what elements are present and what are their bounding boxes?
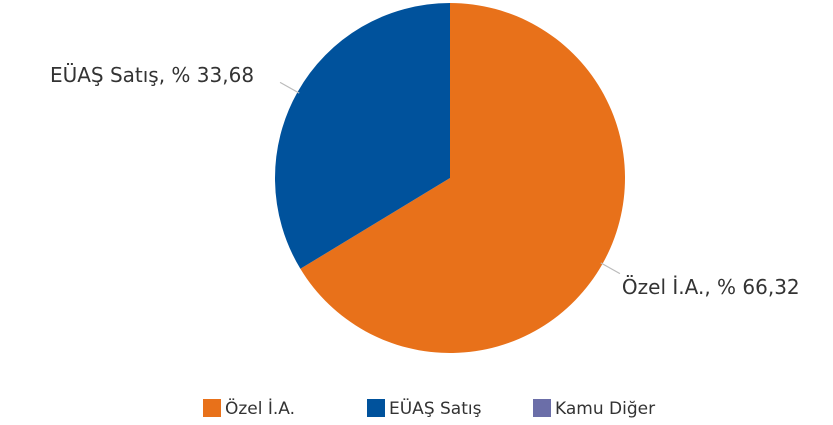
leader-line (600, 262, 621, 275)
legend-swatch (367, 399, 385, 417)
legend-label: Özel İ.A. (225, 397, 295, 419)
leader-line (279, 81, 300, 94)
pie-slice (275, 3, 450, 269)
data-label: Özel İ.A., % 66,32 (622, 275, 800, 299)
pie-slice (300, 3, 625, 354)
data-label: EÜAŞ Satış, % 33,68 (50, 63, 254, 87)
legend-label: Kamu Diğer (555, 399, 655, 419)
legend-swatch (533, 399, 551, 417)
legend-swatch (203, 399, 221, 417)
legend-label: EÜAŞ Satış (389, 397, 482, 419)
